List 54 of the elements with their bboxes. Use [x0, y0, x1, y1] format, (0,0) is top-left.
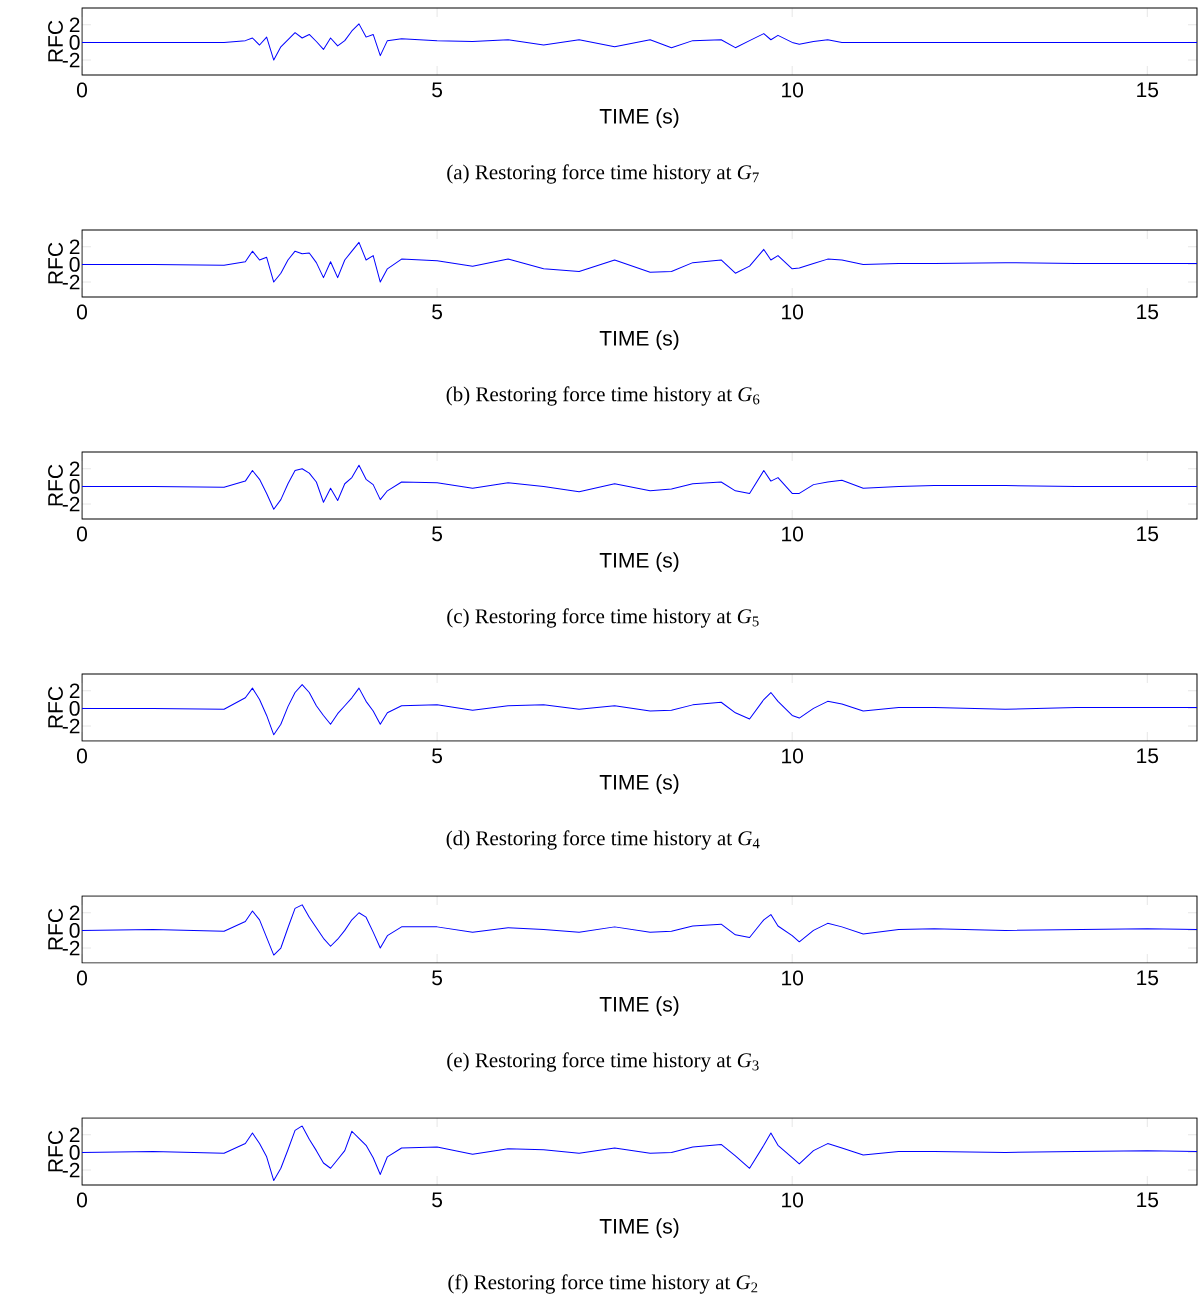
x-tick-label: 5: [432, 526, 443, 542]
x-tick-label: 5: [432, 1192, 443, 1208]
y-tick-label: 0: [69, 34, 80, 50]
x-axis-title: TIME (s): [599, 552, 679, 572]
x-tick-label: 5: [432, 304, 443, 320]
y-tick-label: 2: [69, 461, 80, 477]
x-tick-label: 15: [1137, 970, 1159, 986]
y-tick-label: 2: [69, 683, 80, 699]
x-tick-label: 15: [1137, 82, 1159, 98]
x-tick-label: 10: [782, 748, 804, 764]
y-tick-label: -2: [62, 940, 80, 956]
x-tick-label: 15: [1137, 748, 1159, 764]
x-tick-label: 15: [1137, 526, 1159, 542]
y-tick-label: -2: [62, 274, 80, 290]
y-tick-label: 2: [69, 17, 80, 33]
x-axis-title: TIME (s): [599, 108, 679, 128]
x-tick-label: 5: [432, 970, 443, 986]
x-tick-label: 10: [782, 1192, 804, 1208]
x-tick-label: 10: [782, 304, 804, 320]
y-tick-label: -2: [62, 1162, 80, 1178]
text: (f) Restoring force time history at G$_{2}$: [448, 1274, 758, 1294]
text: (e) Restoring force time history at G$_{3}$: [447, 1052, 759, 1072]
x-tick-label: 10: [782, 526, 804, 542]
y-tick-label: 0: [69, 922, 80, 938]
x-tick-label: 15: [1137, 1192, 1159, 1208]
text: (c) Restoring force time history at G$_{5}$: [447, 608, 759, 628]
y-axis-title: RFC: [48, 1130, 63, 1172]
y-axis-title: RFC: [48, 464, 63, 506]
x-tick-label: 5: [432, 82, 443, 98]
y-tick-label: 2: [69, 905, 80, 921]
y-tick-label: -2: [62, 718, 80, 734]
y-axis-title: RFC: [48, 686, 63, 728]
y-axis-title: RFC: [48, 20, 63, 62]
x-tick-label: 15: [1137, 304, 1159, 320]
x-axis-title: TIME (s): [599, 996, 679, 1016]
y-tick-label: 2: [69, 1127, 80, 1143]
x-tick-label: 10: [782, 82, 804, 98]
y-tick-label: -2: [62, 52, 80, 68]
y-tick-label: 2: [69, 239, 80, 255]
text: (b) Restoring force time history at G$_{6}$: [446, 386, 760, 406]
y-axis-title: RFC: [48, 908, 63, 950]
x-tick-label: 10: [782, 970, 804, 986]
y-tick-label: 0: [69, 256, 80, 272]
x-axis-title: TIME (s): [599, 1218, 679, 1238]
x-axis-title: TIME (s): [599, 330, 679, 350]
text: (d) Restoring force time history at G$_{4}$: [446, 830, 760, 850]
y-tick-label: 0: [69, 478, 80, 494]
y-tick-label: 0: [69, 1144, 80, 1160]
y-tick-label: -2: [62, 496, 80, 512]
x-axis-title: TIME (s): [599, 774, 679, 794]
y-tick-label: 0: [69, 700, 80, 716]
x-tick-label: 5: [432, 748, 443, 764]
text: (a) Restoring force time history at G$_{7}$: [447, 164, 759, 184]
y-axis-title: RFC: [48, 242, 63, 284]
